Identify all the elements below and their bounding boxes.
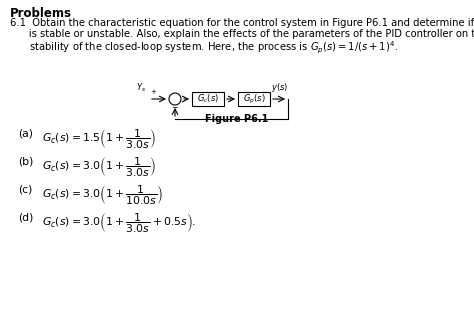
Text: is stable or unstable. Also, explain the effects of the parameters of the PID co: is stable or unstable. Also, explain the… bbox=[10, 29, 474, 39]
Text: $G_c(s) = 3.0\left(1 + \dfrac{1}{3.0s} + 0.5s\right).$: $G_c(s) = 3.0\left(1 + \dfrac{1}{3.0s} +… bbox=[42, 212, 196, 235]
Text: $-$: $-$ bbox=[171, 101, 178, 111]
Text: $G_p(s)$: $G_p(s)$ bbox=[243, 92, 265, 106]
Text: (d): (d) bbox=[18, 212, 33, 222]
Bar bbox=[238, 92, 270, 106]
Text: (b): (b) bbox=[18, 156, 33, 166]
Text: +: + bbox=[150, 89, 156, 95]
Text: $y(s)$: $y(s)$ bbox=[271, 81, 288, 94]
Text: Problems: Problems bbox=[10, 7, 72, 20]
Text: 6.1  Obtain the characteristic equation for the control system in Figure P6.1 an: 6.1 Obtain the characteristic equation f… bbox=[10, 18, 474, 28]
Text: $G_c(s) = 1.5\left(1 + \dfrac{1}{3.0s}\right)$: $G_c(s) = 1.5\left(1 + \dfrac{1}{3.0s}\r… bbox=[42, 128, 156, 151]
Text: Figure P6.1: Figure P6.1 bbox=[205, 114, 269, 124]
Bar bbox=[192, 92, 224, 106]
Text: $G_c(s)$: $G_c(s)$ bbox=[197, 93, 219, 105]
Text: $G_c(s) = 3.0\left(1 + \dfrac{1}{10.0s}\right)$: $G_c(s) = 3.0\left(1 + \dfrac{1}{10.0s}\… bbox=[42, 184, 164, 207]
Text: (c): (c) bbox=[18, 184, 32, 194]
Circle shape bbox=[169, 93, 181, 105]
Text: (a): (a) bbox=[18, 128, 33, 138]
Text: $Y_s$: $Y_s$ bbox=[136, 82, 146, 94]
Text: stability of the closed-loop system. Here, the process is $G_p(s) = 1/(s + 1)^4$: stability of the closed-loop system. Her… bbox=[10, 40, 398, 56]
Text: $G_c(s) = 3.0\left(1 + \dfrac{1}{3.0s}\right)$: $G_c(s) = 3.0\left(1 + \dfrac{1}{3.0s}\r… bbox=[42, 156, 156, 180]
